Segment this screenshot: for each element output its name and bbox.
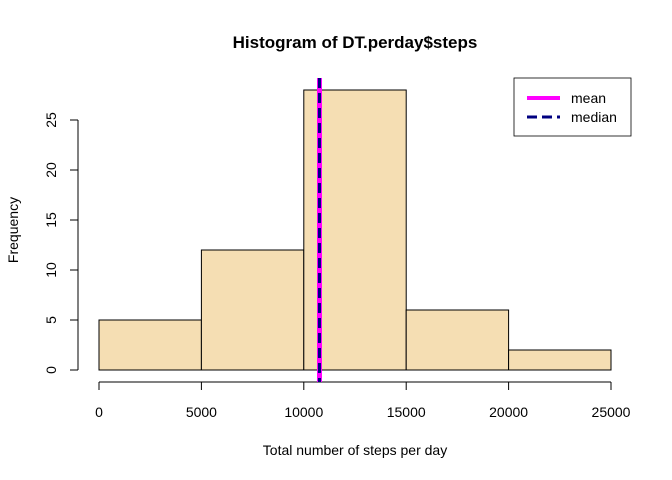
y-axis-label: Frequency xyxy=(5,197,21,263)
x-axis: 0 5000 10000 15000 20000 25000 xyxy=(95,381,631,420)
y-tick-label: 25 xyxy=(43,112,59,128)
y-tick-label: 0 xyxy=(43,366,59,374)
x-tick-label: 5000 xyxy=(186,404,217,420)
legend: mean median xyxy=(513,77,632,137)
y-tick-label: 20 xyxy=(43,162,59,178)
histogram-bar xyxy=(405,309,510,371)
x-tick-label: 10000 xyxy=(284,404,323,420)
histogram-bar xyxy=(98,319,202,371)
x-tick-label: 0 xyxy=(95,404,103,420)
y-tick-label: 15 xyxy=(43,212,59,228)
bars-group xyxy=(98,89,612,371)
legend-label-median: median xyxy=(571,109,617,125)
histogram-bar xyxy=(508,349,612,371)
chart-title: Histogram of DT.perday$steps xyxy=(233,33,478,52)
legend-box xyxy=(513,77,632,137)
x-tick-label: 25000 xyxy=(592,404,631,420)
x-tick-label: 20000 xyxy=(489,404,528,420)
y-tick-label: 5 xyxy=(43,316,59,324)
y-tick-label: 10 xyxy=(43,262,59,278)
legend-label-mean: mean xyxy=(571,90,606,106)
x-axis-label: Total number of steps per day xyxy=(263,442,447,458)
y-axis: 0 5 10 15 20 25 xyxy=(43,112,79,374)
histogram-bar xyxy=(200,249,305,371)
x-tick-label: 15000 xyxy=(387,404,426,420)
